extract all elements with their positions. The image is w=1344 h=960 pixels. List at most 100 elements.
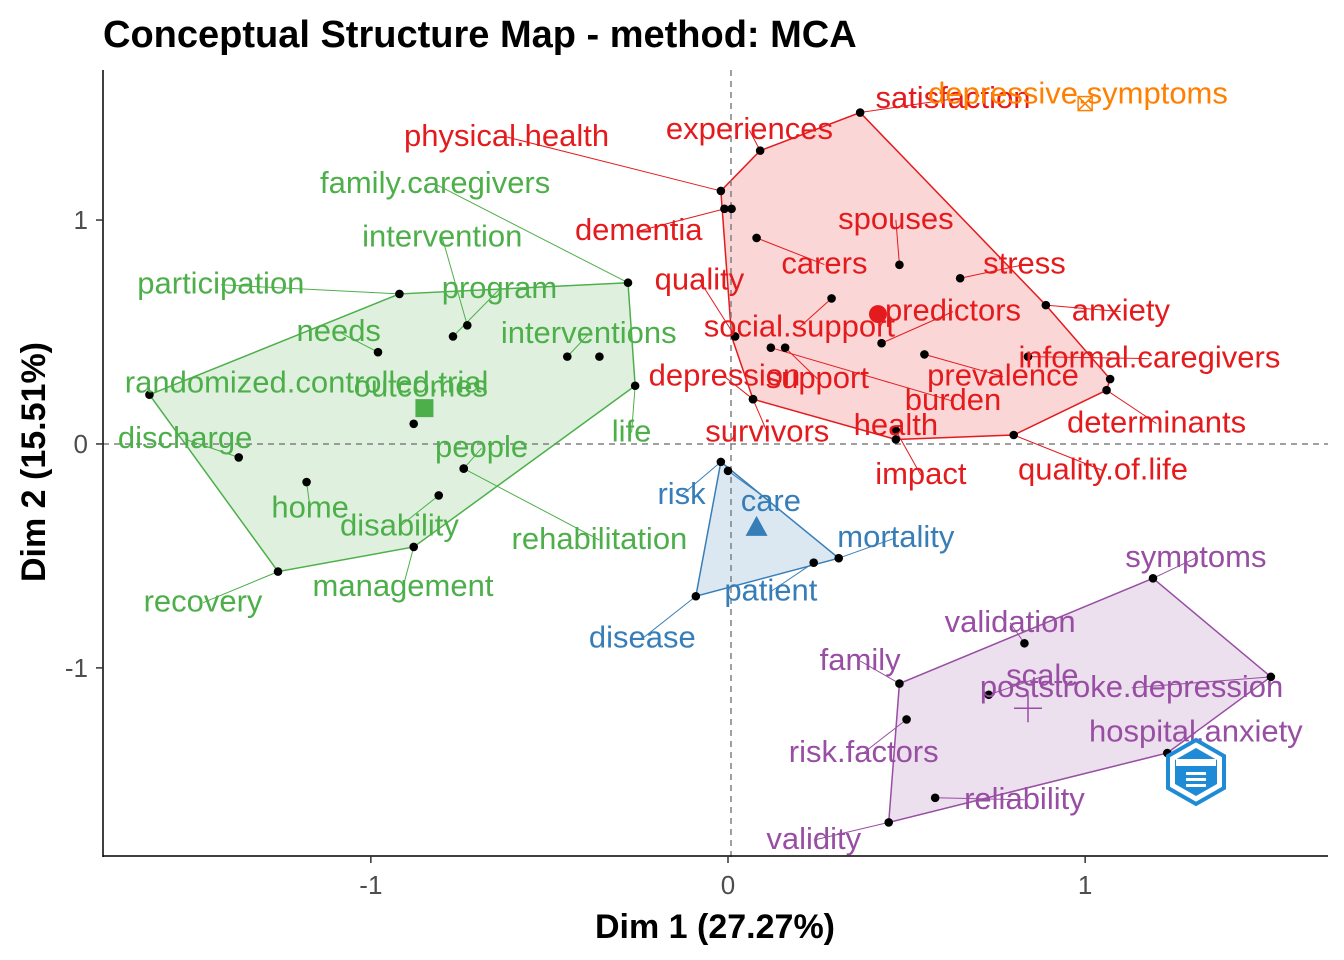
label-connector xyxy=(641,595,697,639)
label-connector xyxy=(895,430,922,476)
term-point xyxy=(1041,300,1051,310)
label-connector xyxy=(399,495,440,527)
term-label: experiences xyxy=(666,111,833,146)
label-connector xyxy=(770,347,954,402)
term-point xyxy=(895,679,904,688)
cluster-hulls xyxy=(148,111,1273,824)
label-connector xyxy=(638,208,725,232)
term-label: anxiety xyxy=(1072,293,1171,328)
term-points xyxy=(145,108,1276,827)
label-connector xyxy=(799,298,832,328)
label-connector xyxy=(452,288,500,337)
term-label: management xyxy=(313,568,494,603)
term-point xyxy=(145,390,154,400)
label-connector xyxy=(770,562,814,592)
label-connector xyxy=(988,676,1043,696)
term-point xyxy=(809,558,819,567)
term-label: quality xyxy=(655,261,745,296)
term-point xyxy=(1009,430,1019,440)
label-connector xyxy=(631,385,636,433)
label-connector xyxy=(506,136,721,192)
label-connector xyxy=(338,331,379,353)
label-connector xyxy=(1013,434,1104,472)
term-label: depressive.symptoms xyxy=(928,75,1228,110)
label-connector xyxy=(813,821,889,841)
axes xyxy=(102,70,1328,858)
term-point xyxy=(834,553,844,563)
term-label: life xyxy=(612,414,652,449)
term-point xyxy=(630,381,640,391)
term-point xyxy=(595,352,604,361)
cluster-centroid-square xyxy=(415,399,434,418)
cluster-hull xyxy=(887,577,1273,824)
term-label: symptoms xyxy=(1125,539,1266,574)
term-label: mortality xyxy=(837,519,955,554)
term-label: participation xyxy=(137,266,304,301)
label-connector xyxy=(960,264,1025,279)
term-point xyxy=(895,260,904,270)
term-point xyxy=(730,332,740,341)
term-label: scale xyxy=(1006,658,1078,693)
term-label: validation xyxy=(945,604,1076,639)
term-point xyxy=(1020,638,1029,648)
cluster-centroid-plus xyxy=(1014,694,1042,723)
term-label: quality.of.life xyxy=(1018,452,1188,487)
cluster-centroid-triangle xyxy=(745,515,768,536)
term-point xyxy=(891,435,901,444)
term-point xyxy=(373,347,383,357)
term-label: reliability xyxy=(964,781,1085,816)
term-point xyxy=(902,715,911,724)
term-label: discharge xyxy=(118,420,252,455)
label-connector xyxy=(1166,732,1197,754)
term-label: support xyxy=(766,360,870,395)
term-point xyxy=(1023,352,1033,361)
term-point xyxy=(891,426,901,435)
label-connector xyxy=(784,347,818,380)
term-point xyxy=(723,466,733,476)
term-point xyxy=(691,591,701,601)
term-label: risk xyxy=(657,476,706,511)
term-label: people xyxy=(435,429,528,464)
term-point xyxy=(884,818,894,827)
term-label: social.support xyxy=(704,308,896,343)
label-connector xyxy=(863,719,907,754)
term-label: disability xyxy=(340,508,459,543)
chart-title: Conceptual Structure Map - method: MCA xyxy=(103,14,857,56)
term-point xyxy=(827,294,836,303)
term-label: health xyxy=(854,407,938,442)
term-point xyxy=(920,350,929,359)
term-point xyxy=(727,204,736,214)
label-connector xyxy=(306,481,311,509)
x-axis-title: Dim 1 (27.27%) xyxy=(595,908,835,946)
term-point xyxy=(434,491,444,500)
term-label: poststroke.depression xyxy=(980,669,1283,704)
label-connector xyxy=(220,284,400,295)
term-point xyxy=(748,394,758,404)
term-point xyxy=(1105,374,1115,384)
term-label: impact xyxy=(875,456,967,491)
term-label: rehabilitation xyxy=(512,521,688,556)
term-label: recovery xyxy=(144,584,263,619)
term-labels: family.caregivers intervention participati… xyxy=(118,75,1303,856)
label-connector xyxy=(1027,356,1150,360)
term-label: survivors xyxy=(705,414,829,449)
label-connector xyxy=(441,237,468,326)
term-point xyxy=(716,457,726,467)
term-point xyxy=(855,108,865,117)
term-point xyxy=(459,464,469,473)
cluster-centroid-circle xyxy=(869,305,887,324)
y-tick-label: 1 xyxy=(74,205,88,235)
term-point xyxy=(766,343,776,352)
term-label: family.caregivers xyxy=(320,165,550,200)
term-label: carers xyxy=(781,246,867,281)
term-label: stress xyxy=(983,246,1066,281)
term-label: home xyxy=(271,490,349,525)
term-label: disease xyxy=(589,620,696,655)
label-connector xyxy=(681,461,722,496)
label-connector xyxy=(434,183,629,284)
label-connector xyxy=(1045,304,1121,313)
term-point xyxy=(623,278,633,288)
term-label: patient xyxy=(724,573,817,608)
term-point xyxy=(930,793,940,803)
